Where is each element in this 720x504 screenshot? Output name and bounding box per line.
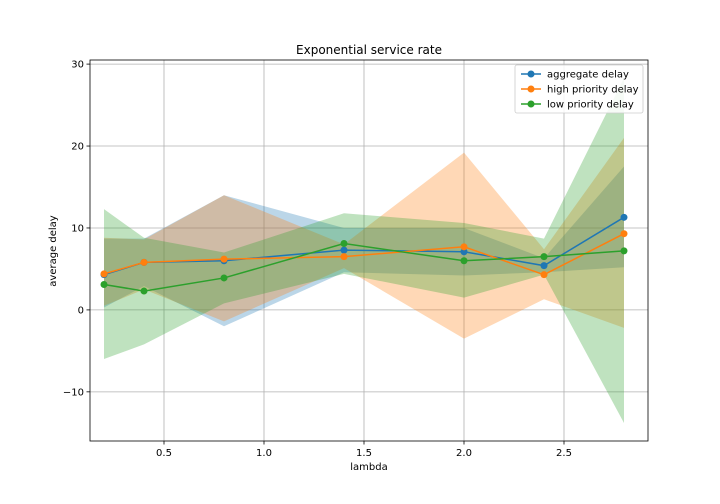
data-point-high-priority-delay (140, 258, 148, 266)
data-point-high-priority-delay (220, 255, 228, 263)
data-point-aggregate-delay (460, 248, 468, 256)
data-point-aggregate-delay (540, 262, 548, 270)
data-point-aggregate-delay (620, 213, 628, 221)
data-point-low-priority-delay (220, 274, 228, 282)
x-tick-label: 2.5 (556, 448, 572, 459)
data-point-high-priority-delay (620, 230, 628, 238)
band-high-priority-delay (104, 137, 624, 339)
data-point-high-priority-delay (540, 271, 548, 279)
legend-swatch-marker (527, 70, 535, 78)
plot-frame (89, 59, 649, 442)
data-point-high-priority-delay (460, 243, 468, 251)
x-axis-label: lambda (350, 462, 387, 473)
y-axis-label: average delay (48, 215, 59, 287)
x-tick-label: 1.0 (256, 448, 272, 459)
data-point-low-priority-delay (100, 281, 108, 289)
x-tick-label: 2.0 (456, 448, 472, 459)
y-tick-label: 0 (78, 305, 84, 316)
legend-entry-label: low priority delay (547, 100, 634, 111)
y-tick-label: 20 (71, 142, 84, 153)
data-point-low-priority-delay (140, 287, 148, 295)
data-point-high-priority-delay (340, 253, 348, 261)
series-lines (100, 213, 628, 295)
y-tick-label: −10 (63, 387, 84, 398)
data-point-high-priority-delay (100, 270, 108, 278)
x-tick-label: 0.5 (156, 448, 172, 459)
axes: 0.5 1.0 1.5 2.0 2.5 −10 0 10 20 30 (63, 59, 649, 459)
grid (90, 60, 648, 441)
legend-entry-label: aggregate delay (547, 70, 629, 81)
data-point-low-priority-delay (460, 257, 468, 265)
legend-box (514, 64, 644, 114)
data-point-low-priority-delay (340, 240, 348, 248)
legend: aggregate delay high priority delay low pr… (514, 64, 644, 114)
data-point-low-priority-delay (540, 253, 548, 261)
data-point-low-priority-delay (620, 247, 628, 255)
x-tick-label: 1.5 (356, 448, 372, 459)
y-tick-label: 10 (71, 223, 84, 234)
chart-title: Exponential service rate (296, 43, 442, 57)
legend-swatch-marker (527, 85, 535, 93)
y-tick-label: 30 (71, 60, 84, 71)
legend-swatch-marker (527, 100, 535, 108)
legend-entry-label: high priority delay (547, 85, 639, 96)
data-point-aggregate-delay (340, 246, 348, 254)
